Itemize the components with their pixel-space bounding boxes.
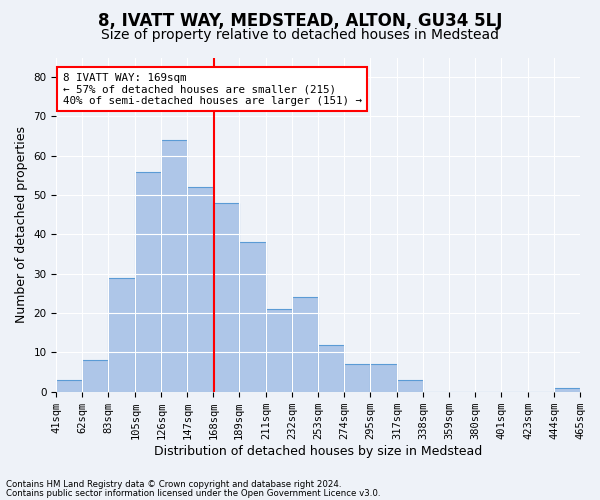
Text: Contains public sector information licensed under the Open Government Licence v3: Contains public sector information licen… — [6, 489, 380, 498]
Bar — [318, 344, 344, 392]
Text: 8, IVATT WAY, MEDSTEAD, ALTON, GU34 5LJ: 8, IVATT WAY, MEDSTEAD, ALTON, GU34 5LJ — [98, 12, 502, 30]
Text: Size of property relative to detached houses in Medstead: Size of property relative to detached ho… — [101, 28, 499, 42]
Text: 8 IVATT WAY: 169sqm
← 57% of detached houses are smaller (215)
40% of semi-detac: 8 IVATT WAY: 169sqm ← 57% of detached ho… — [62, 72, 362, 106]
Bar — [370, 364, 397, 392]
X-axis label: Distribution of detached houses by size in Medstead: Distribution of detached houses by size … — [154, 444, 482, 458]
Text: Contains HM Land Registry data © Crown copyright and database right 2024.: Contains HM Land Registry data © Crown c… — [6, 480, 341, 489]
Bar — [213, 203, 239, 392]
Bar — [292, 298, 318, 392]
Bar — [239, 242, 266, 392]
Bar — [344, 364, 370, 392]
Bar — [187, 188, 213, 392]
Bar — [554, 388, 580, 392]
Bar — [56, 380, 82, 392]
Bar — [161, 140, 187, 392]
Y-axis label: Number of detached properties: Number of detached properties — [15, 126, 28, 323]
Bar — [397, 380, 423, 392]
Bar — [266, 309, 292, 392]
Bar — [82, 360, 108, 392]
Bar — [136, 172, 161, 392]
Bar — [108, 278, 136, 392]
